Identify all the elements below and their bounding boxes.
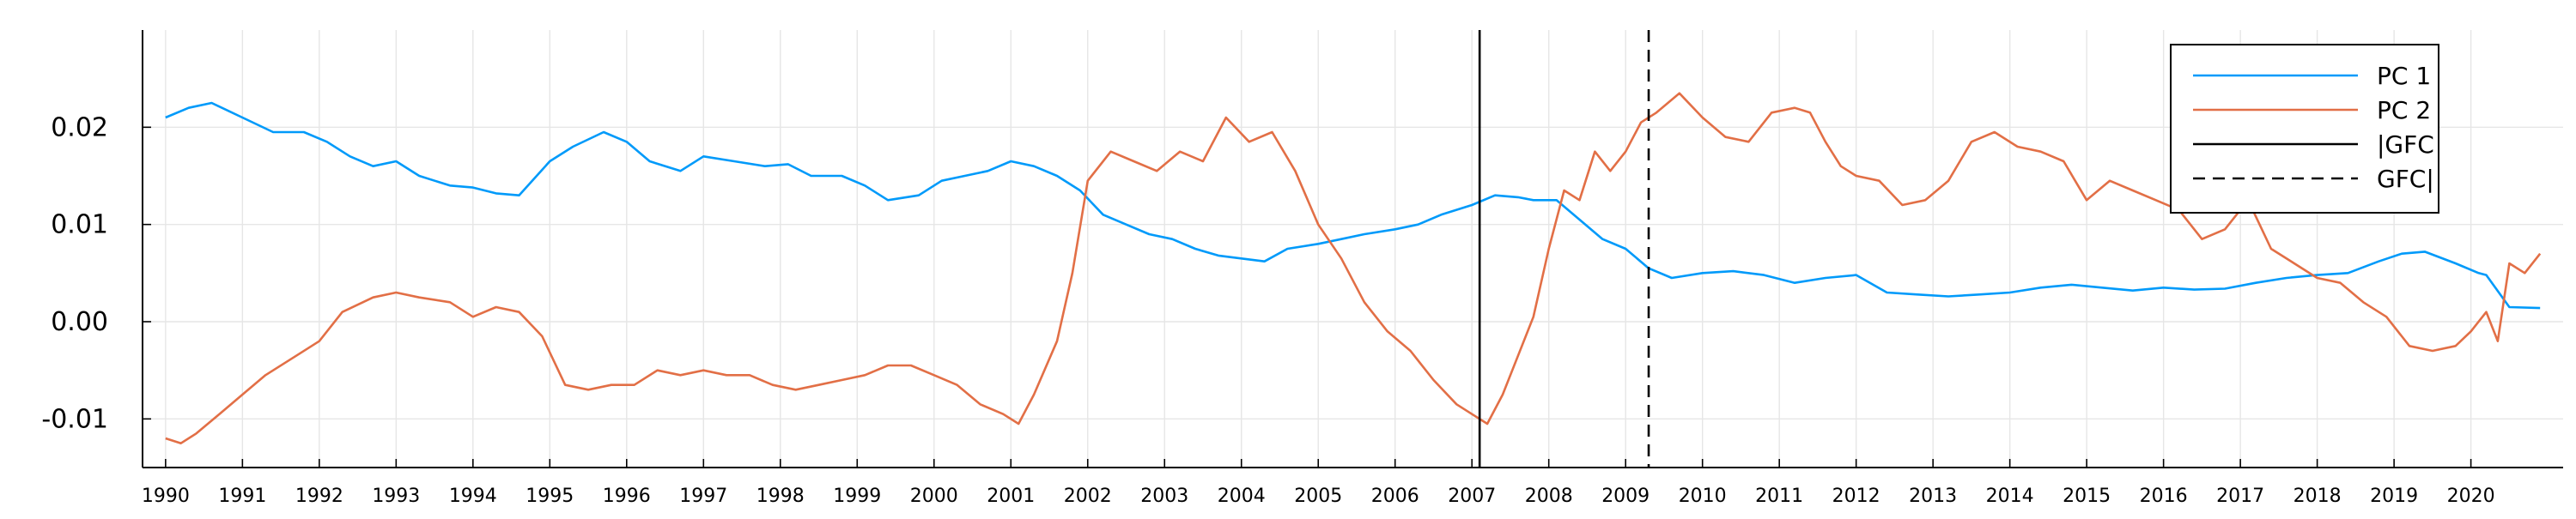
x-tick-label: 1999 xyxy=(833,486,881,507)
x-tick-label: 2020 xyxy=(2447,486,2495,507)
x-tick-label: 1997 xyxy=(679,486,727,507)
series-line-pc1 xyxy=(165,101,2541,310)
x-tick-label: 2010 xyxy=(1679,486,1727,507)
y-tick-label: -0.01 xyxy=(41,404,108,434)
grid xyxy=(143,30,2563,468)
x-tick-label: 2017 xyxy=(2216,486,2264,507)
x-tick-label: 2000 xyxy=(910,486,958,507)
x-tick-label: 1991 xyxy=(218,486,266,507)
x-tick-label: 1998 xyxy=(756,486,805,507)
y-tick-label: 0.02 xyxy=(51,112,108,142)
x-tick-label: 2014 xyxy=(1986,486,2034,507)
x-tick-label: 2018 xyxy=(2293,486,2342,507)
series-layer xyxy=(165,92,2542,445)
x-tick-label: 2009 xyxy=(1601,486,1649,507)
axes: 1990 1991 1992 1993 1994 1995 1996 1997 1998 1999… xyxy=(41,30,2563,507)
x-tick-label: 2015 xyxy=(2063,486,2111,507)
x-tick-label: 1990 xyxy=(142,486,190,507)
series-line-pc2 xyxy=(165,92,2542,445)
x-tick-label: 1996 xyxy=(603,486,651,507)
legend-box xyxy=(2170,44,2439,214)
x-tick-label: 1995 xyxy=(526,486,574,507)
legend-label: |GFC xyxy=(2377,130,2434,159)
x-tick-label: 2012 xyxy=(1832,486,1880,507)
x-tick-label: 2003 xyxy=(1140,486,1188,507)
x-tick-label: 2016 xyxy=(2140,486,2188,507)
x-tick-label: 2007 xyxy=(1448,486,1496,507)
legend-label: GFC| xyxy=(2377,165,2434,193)
x-tick-label: 2005 xyxy=(1294,486,1342,507)
x-tick-label: 1992 xyxy=(295,486,343,507)
y-tick-label: 0.01 xyxy=(51,210,108,240)
legend: PC 1 PC 2 |GFC GFC| xyxy=(2170,44,2439,214)
x-tick-label: 2004 xyxy=(1218,486,1266,507)
x-tick-label: 2001 xyxy=(987,486,1035,507)
x-tick-label: 2019 xyxy=(2370,486,2418,507)
y-tick-label: 0.00 xyxy=(51,307,108,337)
x-tick-label: 1994 xyxy=(449,486,497,507)
x-tick-label: 1993 xyxy=(372,486,420,507)
x-tick-label: 2008 xyxy=(1525,486,1573,507)
x-tick-label: 2013 xyxy=(1909,486,1957,507)
x-tick-label: 2002 xyxy=(1064,486,1112,507)
reference-lines xyxy=(1478,30,1650,468)
x-tick-label: 2006 xyxy=(1371,486,1419,507)
legend-label: PC 1 xyxy=(2377,62,2431,90)
x-tick-label: 2011 xyxy=(1755,486,1803,507)
legend-label: PC 2 xyxy=(2377,96,2431,124)
